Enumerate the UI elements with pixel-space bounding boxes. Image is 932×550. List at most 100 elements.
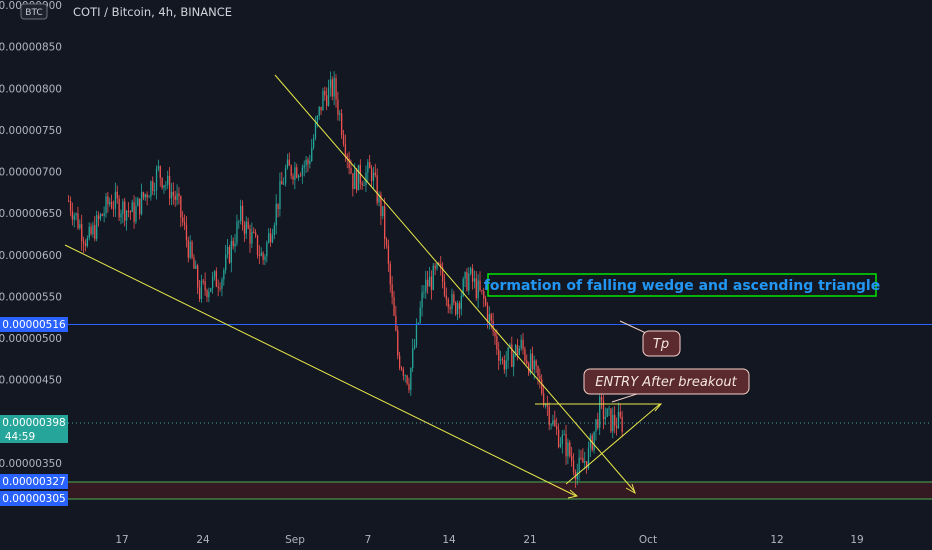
candle-body — [187, 240, 189, 258]
formation-annotation[interactable]: formation of falling wedge and ascending… — [484, 273, 880, 297]
candle-body — [481, 289, 483, 292]
candle-body — [352, 173, 354, 190]
candle-body — [447, 299, 449, 308]
candle-body — [88, 226, 90, 239]
candle-body — [404, 375, 406, 377]
candle-body — [217, 286, 219, 288]
candle-body — [275, 203, 277, 226]
tp-annotation[interactable]: Tp — [642, 330, 681, 357]
candle-body — [296, 167, 298, 178]
candle-body — [361, 183, 363, 186]
candle-body — [571, 455, 573, 461]
entry-annotation[interactable]: ENTRY After breakout — [583, 368, 750, 395]
candle-body — [144, 194, 146, 198]
time-axis[interactable]: 17 24 Sep 7 14 21 Oct 12 19 — [115, 534, 863, 546]
candle-body — [154, 190, 156, 192]
candle-body — [167, 175, 169, 185]
candle-body — [372, 172, 375, 181]
candle-body — [99, 214, 102, 219]
candle-body — [198, 287, 201, 299]
candle-body — [221, 279, 223, 289]
candle-body — [499, 359, 502, 361]
candle-body — [559, 444, 562, 448]
candle-body — [561, 434, 563, 445]
wedge-upper-trendline[interactable] — [274, 74, 636, 493]
candle-body — [318, 106, 320, 116]
candle-body — [595, 419, 597, 432]
candle-body — [466, 272, 468, 291]
candle-body — [268, 233, 270, 243]
time-tick-label: 24 — [196, 534, 210, 546]
price-tick-label: 0.00000850 — [0, 42, 62, 54]
candle-body — [294, 167, 296, 180]
candle-body — [470, 268, 472, 274]
candle-body — [210, 288, 212, 292]
symbol-badge-text: BTC — [25, 8, 42, 18]
candle-body — [125, 210, 128, 221]
candle-body — [458, 303, 461, 309]
candle-body — [277, 203, 279, 210]
candle-body — [333, 78, 335, 97]
candle-body — [245, 221, 247, 234]
candle-body — [127, 210, 130, 212]
triangle-support-trendline[interactable] — [565, 403, 661, 485]
candle-body — [303, 165, 305, 168]
symbol-badge[interactable] — [20, 3, 48, 20]
candle-body — [408, 383, 410, 390]
candle-body — [226, 247, 229, 255]
candle-body — [529, 353, 532, 374]
candle-body — [501, 359, 504, 361]
candle-body — [516, 345, 519, 356]
candle-body — [311, 147, 313, 161]
candle-body — [535, 360, 537, 367]
candle-body — [342, 135, 345, 145]
candle-body — [200, 280, 203, 299]
candle-body — [614, 414, 616, 426]
candle-body — [247, 221, 249, 229]
candle-body — [180, 196, 182, 218]
candle-body — [255, 232, 257, 236]
candle-body — [337, 99, 339, 115]
candle-body — [279, 181, 281, 210]
candle-body — [367, 161, 369, 173]
candles-group — [68, 71, 623, 488]
candle-body — [412, 348, 414, 369]
candle-body — [522, 339, 524, 350]
candle-body — [69, 200, 72, 212]
candle-body — [391, 284, 393, 297]
candle-body — [456, 303, 459, 315]
trendlines[interactable] — [64, 74, 661, 497]
candle-body — [341, 113, 343, 136]
candle-body — [354, 169, 356, 190]
candle-body — [421, 292, 423, 308]
candle-body — [241, 205, 244, 225]
candle-body — [413, 345, 416, 349]
wedge-lower-trendline[interactable] — [64, 244, 577, 497]
time-tick-label: 17 — [115, 534, 128, 546]
candle-body — [264, 256, 266, 260]
candle-body — [514, 345, 517, 354]
candle-body — [428, 276, 431, 287]
candle-body — [541, 379, 543, 394]
price-tick-label: 0.00000650 — [0, 208, 62, 220]
candle-body — [423, 291, 425, 293]
candle-body — [486, 305, 489, 323]
candle-body — [84, 243, 87, 246]
candle-body — [539, 375, 541, 380]
time-tick-label: Sep — [285, 534, 305, 546]
candle-body — [455, 302, 457, 315]
candle-body — [324, 90, 326, 96]
candle-body — [258, 254, 261, 256]
price-tick-label: 0.00000350 — [0, 458, 62, 470]
candle-body — [554, 420, 556, 427]
candle-body — [312, 138, 315, 148]
formation-annotation-text: formation of falling wedge and ascending… — [484, 278, 880, 294]
candle-body — [569, 442, 571, 456]
candle-body — [286, 159, 289, 169]
candle-body — [309, 160, 311, 165]
candle-body — [587, 447, 590, 469]
candle-body — [148, 196, 150, 198]
price-tick-label: 0.00000700 — [0, 167, 62, 179]
candle-body — [365, 172, 367, 186]
